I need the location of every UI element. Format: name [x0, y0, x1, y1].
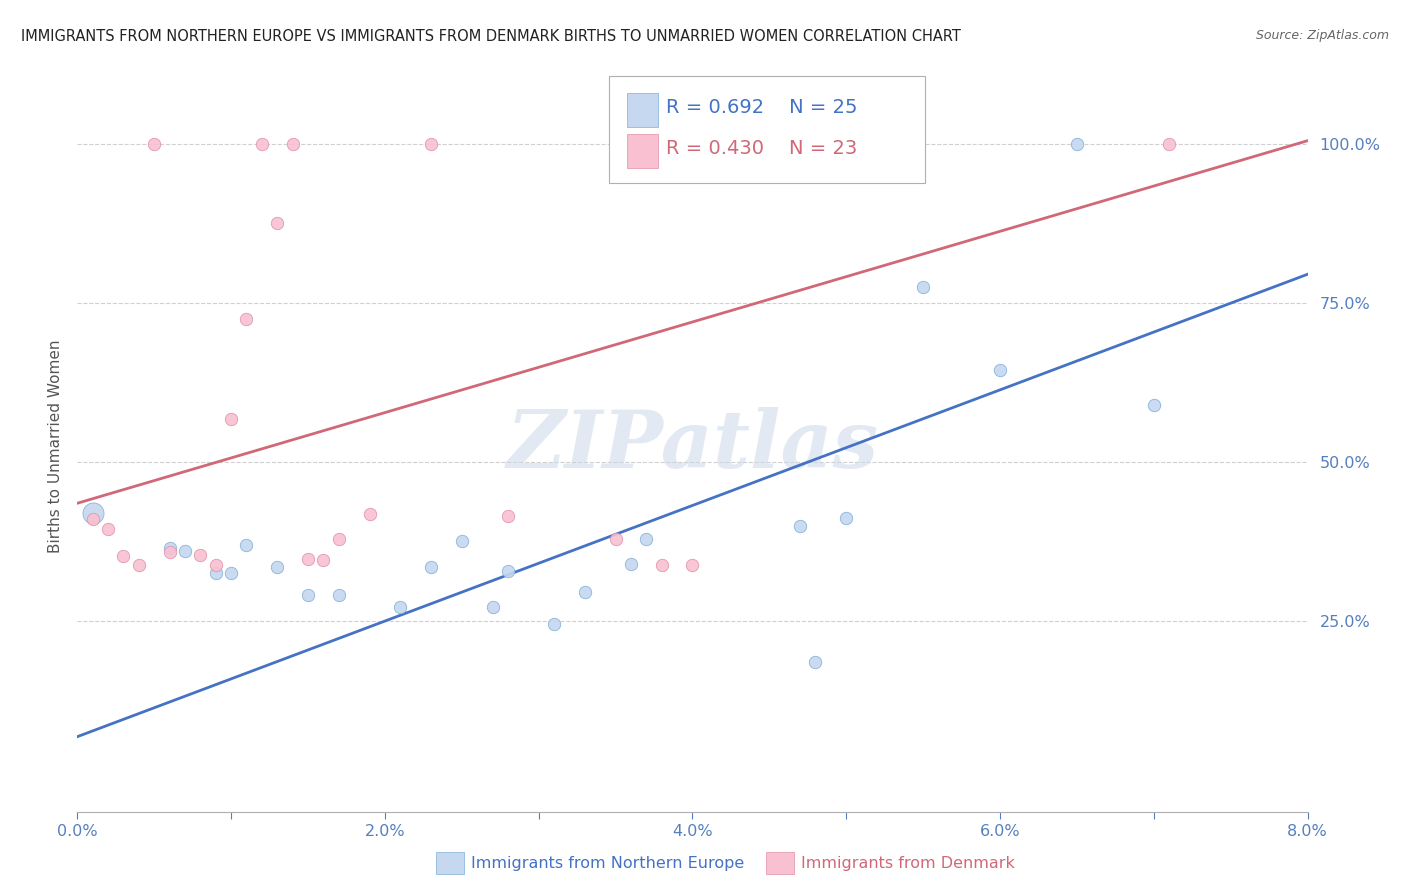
Point	[543, 617, 565, 632]
Point	[1066, 136, 1088, 151]
Point	[328, 533, 350, 547]
Point	[297, 551, 319, 566]
Point	[219, 411, 242, 425]
Text: ZIPatlas: ZIPatlas	[506, 408, 879, 484]
Text: IMMIGRANTS FROM NORTHERN EUROPE VS IMMIGRANTS FROM DENMARK BIRTHS TO UNMARRIED W: IMMIGRANTS FROM NORTHERN EUROPE VS IMMIG…	[21, 29, 960, 44]
Point	[636, 533, 658, 547]
Point	[312, 553, 335, 567]
Point	[174, 544, 197, 558]
Point	[204, 558, 226, 572]
Point	[235, 311, 257, 326]
Point	[235, 538, 257, 552]
Y-axis label: Births to Unmarried Women: Births to Unmarried Women	[48, 339, 63, 553]
Point	[281, 136, 304, 151]
Point	[835, 511, 858, 525]
Point	[682, 558, 704, 572]
Point	[450, 533, 472, 548]
Point	[912, 280, 935, 294]
Point	[328, 589, 350, 603]
Text: Source: ZipAtlas.com: Source: ZipAtlas.com	[1256, 29, 1389, 42]
Point	[420, 136, 443, 151]
Point	[1143, 398, 1166, 412]
Point	[188, 548, 212, 562]
Point	[82, 512, 104, 526]
Point	[128, 558, 150, 572]
Point	[204, 566, 226, 581]
Point	[266, 216, 288, 230]
Point	[420, 559, 443, 574]
Point	[651, 558, 673, 572]
Point	[389, 599, 412, 614]
Point	[159, 545, 181, 559]
Point	[496, 564, 519, 578]
Text: Immigrants from Denmark: Immigrants from Denmark	[801, 856, 1015, 871]
Point	[359, 507, 381, 521]
Point	[143, 136, 166, 151]
Point	[574, 585, 596, 599]
Point	[1159, 136, 1181, 151]
Point	[219, 566, 242, 581]
Point	[789, 518, 811, 533]
Text: R = 0.430    N = 23: R = 0.430 N = 23	[666, 139, 858, 158]
Point	[804, 655, 827, 669]
Point	[605, 533, 627, 547]
Point	[266, 559, 288, 574]
Point	[496, 508, 519, 523]
Point	[988, 362, 1011, 376]
Point	[82, 506, 104, 520]
Point	[481, 599, 503, 614]
Text: Immigrants from Northern Europe: Immigrants from Northern Europe	[471, 856, 744, 871]
Point	[297, 589, 319, 603]
Point	[620, 557, 643, 571]
Point	[250, 136, 273, 151]
Point	[97, 522, 120, 536]
Point	[112, 549, 135, 563]
Point	[159, 541, 181, 555]
Text: R = 0.692    N = 25: R = 0.692 N = 25	[666, 98, 858, 117]
